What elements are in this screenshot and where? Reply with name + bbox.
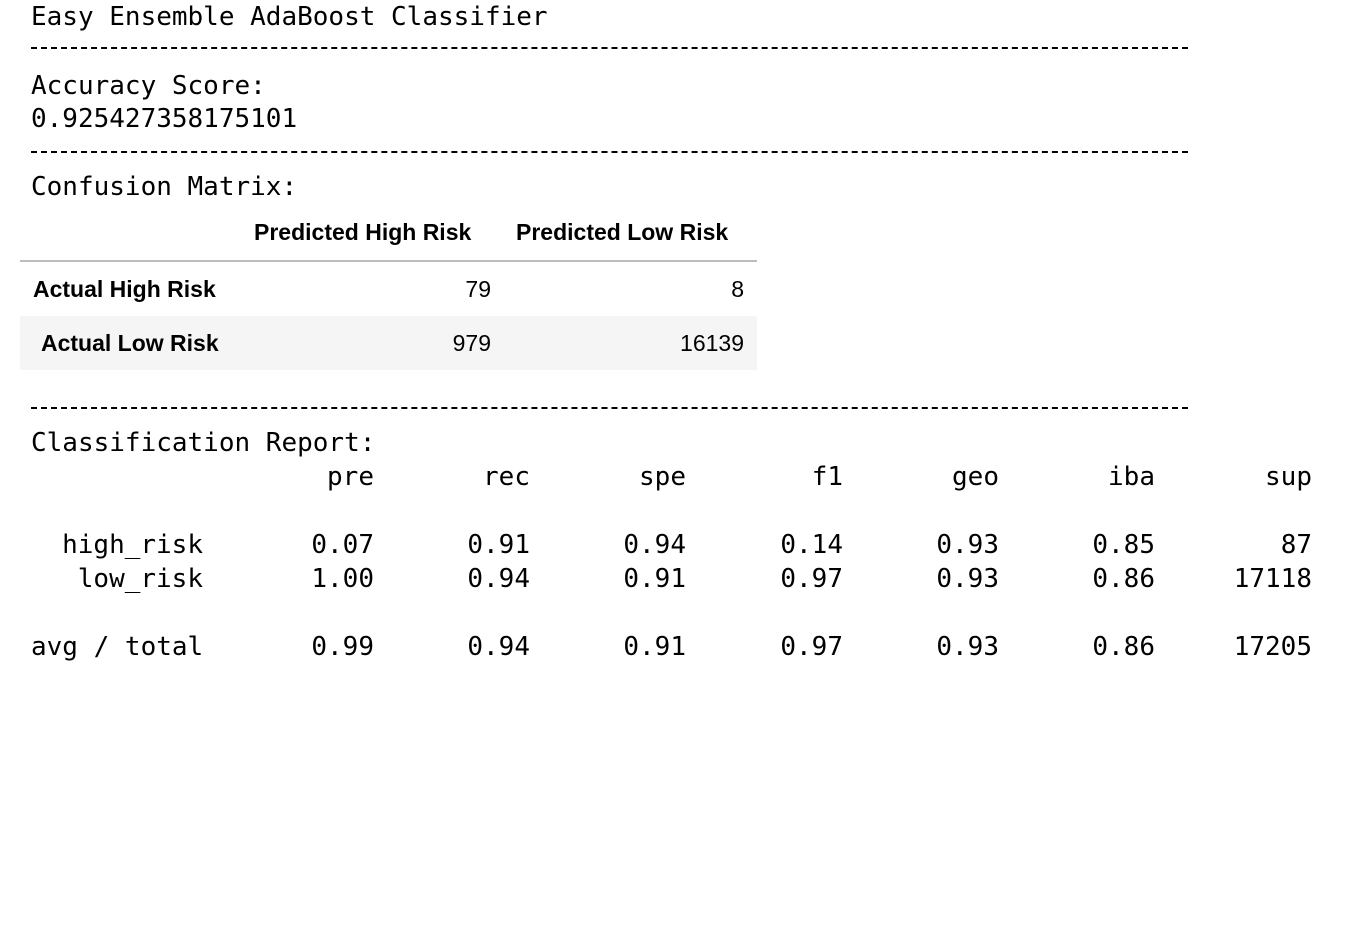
accuracy-label: Accuracy Score: (31, 71, 266, 101)
confusion-matrix-table: Predicted High Risk Predicted Low Risk A… (20, 204, 757, 370)
report-cell: 0.93 (936, 632, 999, 662)
report-cell: 0.91 (623, 632, 686, 662)
report-cell: 0.97 (780, 632, 843, 662)
table-cell: 979 (452, 330, 491, 356)
report-column-header: sup (1265, 462, 1312, 492)
report-row: avg / total 0.99 0.94 0.91 0.97 0.93 0.8… (31, 630, 1312, 936)
divider-line (31, 47, 1188, 49)
report-cell: 0.94 (467, 564, 530, 594)
classification-report-label: Classification Report: (31, 428, 376, 458)
accuracy-value: 0.925427358175101 (31, 104, 298, 134)
report-column-header: pre (327, 462, 374, 492)
table-row: Actual Low Risk 979 16139 (20, 316, 757, 370)
divider-line (31, 151, 1188, 153)
report-cell: 0.94 (467, 632, 530, 662)
divider-line (31, 407, 1188, 409)
column-header: Predicted Low Risk (516, 219, 729, 245)
row-header: Actual Low Risk (41, 330, 219, 356)
output-title: Easy Ensemble AdaBoost Classifier (31, 2, 548, 32)
report-column-header: rec (483, 462, 530, 492)
report-cell: 1.00 (311, 564, 374, 594)
report-row-label: avg / total (31, 632, 204, 662)
report-cell: 0.14 (780, 530, 843, 560)
report-cell: 0.85 (1092, 530, 1155, 560)
report-row-label: high_risk (62, 530, 203, 560)
table-cell: 16139 (680, 330, 744, 356)
report-cell: 0.93 (936, 564, 999, 594)
report-header-row: pre rec spe f1 geo iba sup (31, 460, 1312, 732)
report-cell: 17118 (1233, 564, 1312, 594)
report-cell: 0.94 (623, 530, 686, 560)
table-cell: 79 (465, 276, 491, 302)
report-cell: 87 (1280, 530, 1312, 560)
report-cell: 0.86 (1092, 564, 1155, 594)
report-column-header: iba (1108, 462, 1155, 492)
report-cell: 0.91 (467, 530, 530, 560)
table-cell: 8 (731, 276, 744, 302)
report-row-label: low_risk (77, 564, 203, 594)
report-row: low_risk 1.00 0.94 0.91 0.97 0.93 0.86 1… (31, 562, 1312, 868)
report-cell: 17205 (1233, 632, 1312, 662)
table-header-row: Predicted High Risk Predicted Low Risk (20, 204, 757, 262)
report-cell: 0.97 (780, 564, 843, 594)
report-cell: 0.91 (623, 564, 686, 594)
report-cell: 0.93 (936, 530, 999, 560)
report-column-header: geo (952, 462, 999, 492)
table-row: Actual High Risk 79 8 (20, 262, 757, 316)
column-header: Predicted High Risk (254, 219, 472, 245)
report-row: high_risk 0.07 0.91 0.94 0.14 0.93 0.85 … (31, 528, 1312, 834)
report-cell: 0.07 (311, 530, 374, 560)
report-cell: 0.86 (1092, 632, 1155, 662)
confusion-matrix-label: Confusion Matrix: (31, 172, 298, 202)
report-column-header: f1 (811, 462, 843, 492)
report-cell: 0.99 (311, 632, 374, 662)
row-header: Actual High Risk (33, 276, 216, 302)
report-column-header: spe (639, 462, 686, 492)
